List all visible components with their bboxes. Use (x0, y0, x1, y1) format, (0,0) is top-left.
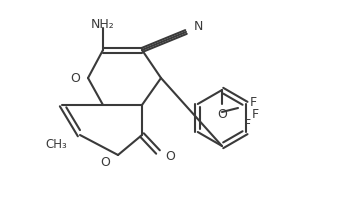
Text: N: N (194, 20, 203, 34)
Text: O: O (165, 150, 175, 164)
Text: O: O (70, 72, 80, 84)
Text: CH₃: CH₃ (45, 138, 67, 151)
Text: F: F (250, 96, 257, 108)
Text: O: O (217, 108, 227, 121)
Text: F: F (244, 118, 251, 130)
Text: NH₂: NH₂ (91, 18, 115, 31)
Text: F: F (252, 107, 259, 120)
Text: O: O (100, 156, 110, 169)
